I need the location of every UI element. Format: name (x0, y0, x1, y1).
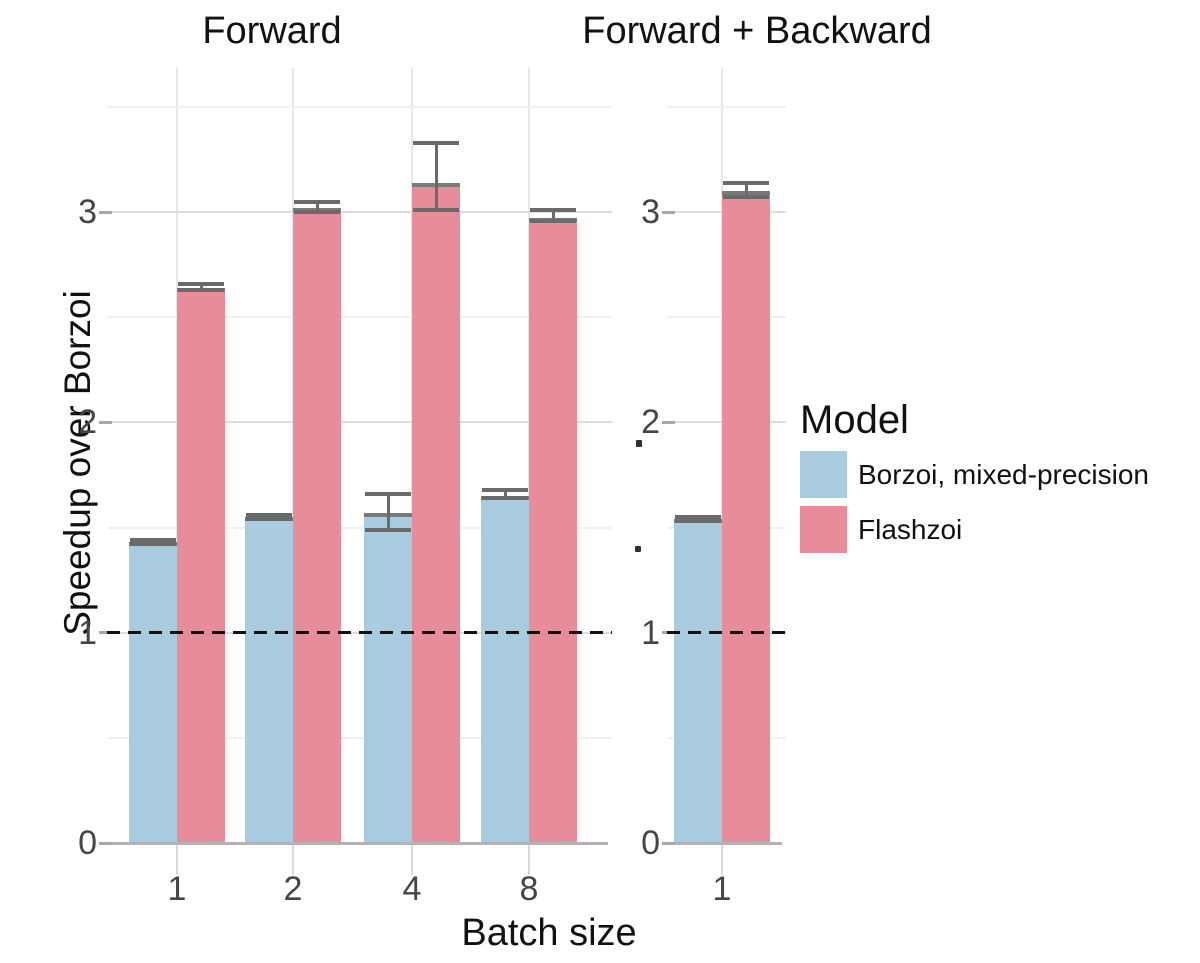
x-tick-label: 1 (167, 870, 187, 908)
bar-borzoi-mixed-batch-1 (129, 542, 177, 843)
bar-flashzoi-batch-4 (412, 182, 460, 843)
error-bar-cap (246, 512, 292, 517)
bar-flashzoi-batch-1 (177, 287, 225, 843)
y-tick-mark (99, 631, 112, 635)
y-tick-label: 2 (78, 403, 97, 442)
legend-label-borzoi: Borzoi, mixed-precision (858, 458, 1149, 490)
legend-label-flashzoi: Flashzoi (858, 513, 963, 545)
x-tick-mark (292, 845, 294, 875)
x-tick-mark (721, 845, 723, 875)
error-bar-whisker (267, 514, 271, 520)
error-bar-cap (675, 515, 721, 520)
error-bar-whisker (199, 283, 203, 290)
error-bar-cap (130, 538, 176, 543)
x-tick-mark (528, 845, 530, 875)
error-bar-cap (294, 210, 340, 215)
y-tick-label: 3 (78, 193, 97, 232)
reference-line-speedup-1 (667, 631, 786, 635)
error-bar-cap (365, 527, 411, 532)
y-tick-label: 2 (641, 403, 660, 442)
error-bar-cap (178, 287, 224, 292)
x-tick-mark (411, 845, 413, 875)
error-bar-cap (675, 519, 721, 524)
legend-item-borzoi: Borzoi, mixed-precision (800, 451, 1149, 498)
error-bar-cap (413, 207, 459, 212)
gridline-minor (107, 316, 612, 319)
y-axis-title: Speedup over Borzoi (57, 290, 98, 636)
bar-borzoi-mixed-batch-8 (481, 496, 529, 843)
gridline-minor (107, 105, 612, 108)
error-bar-cap (482, 496, 528, 501)
error-bar-whisker (503, 489, 507, 499)
y-tick-label: 1 (641, 613, 660, 652)
bar-borzoi-mixed-batch-1 (674, 519, 722, 843)
y-tick-label: 0 (641, 824, 660, 862)
reference-line-speedup-1 (107, 631, 612, 635)
error-bar-whisker (315, 201, 319, 213)
y-tick-label: 0 (78, 824, 97, 862)
gridline-minor (107, 526, 612, 529)
legend-title: Model (800, 398, 909, 442)
y-tick-mark (99, 420, 112, 424)
gridline-minor (107, 736, 612, 739)
error-bar-cap (178, 281, 224, 286)
error-bar-whisker (744, 182, 748, 198)
legend-swatch-borzoi (800, 451, 847, 498)
panel-title-forward: Forward (202, 10, 342, 52)
error-bar-whisker (551, 209, 555, 221)
y-tick-label: 3 (641, 193, 660, 232)
gridline-major (107, 211, 612, 214)
x-axis-line (109, 842, 608, 845)
stray-dot (635, 546, 641, 552)
legend: Model Borzoi, mixed-precision Flashzoi (800, 398, 1149, 561)
stray-dot (636, 440, 642, 447)
error-bar-whisker (696, 517, 700, 522)
error-bar-whisker (151, 540, 155, 545)
error-bar-cap (294, 199, 340, 204)
error-bar-cap (130, 542, 176, 547)
bar-flashzoi-batch-8 (529, 218, 577, 843)
y-tick-mark (99, 841, 112, 845)
error-bar-cap (246, 517, 292, 522)
error-bar-cap (723, 180, 769, 185)
y-tick-label: 1 (78, 613, 97, 652)
x-tick-label: 1 (712, 870, 732, 908)
y-tick-mark (99, 210, 112, 214)
error-bar-cap (482, 487, 528, 492)
x-axis-title: Batch size (461, 912, 637, 954)
x-tick-mark (176, 845, 178, 875)
error-bar-cap (413, 140, 459, 145)
x-axis-line (669, 842, 782, 845)
legend-swatch-flashzoi (800, 506, 847, 553)
error-bar-cap (530, 207, 576, 212)
bar-borzoi-mixed-batch-2 (245, 517, 293, 843)
bar-flashzoi-batch-2 (293, 207, 341, 843)
y-tick-mark (662, 420, 675, 424)
error-bar-cap (365, 491, 411, 496)
y-tick-mark (662, 210, 675, 214)
gridline-major (107, 421, 612, 424)
legend-item-flashzoi: Flashzoi (800, 506, 1149, 553)
error-bar-whisker (386, 493, 390, 530)
x-tick-label: 2 (283, 870, 303, 908)
bar-flashzoi-batch-1 (722, 191, 770, 843)
gridline-minor (667, 105, 786, 108)
x-tick-label: 8 (519, 870, 539, 908)
error-bar-cap (530, 218, 576, 223)
y-tick-mark (662, 841, 675, 845)
x-tick-label: 4 (402, 870, 422, 908)
error-bar-cap (723, 195, 769, 200)
error-bar-whisker (434, 142, 438, 210)
panel-title-forward-backward: Forward + Backward (582, 10, 932, 52)
bar-borzoi-mixed-batch-4 (364, 512, 412, 843)
